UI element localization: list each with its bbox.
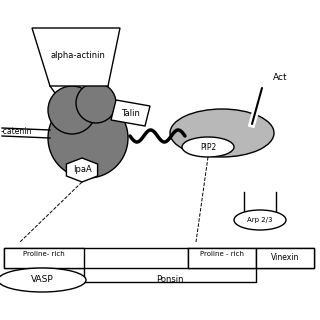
Ellipse shape bbox=[170, 109, 274, 157]
Ellipse shape bbox=[234, 210, 286, 230]
Bar bbox=[4, 248, 314, 268]
Text: Ponsin: Ponsin bbox=[156, 275, 184, 284]
Bar bbox=[188, 248, 256, 268]
Text: Vinexin: Vinexin bbox=[271, 253, 299, 262]
Polygon shape bbox=[111, 100, 150, 126]
Text: Arp 2/3: Arp 2/3 bbox=[247, 217, 273, 223]
Circle shape bbox=[48, 86, 96, 134]
Circle shape bbox=[76, 83, 116, 123]
Text: VASP: VASP bbox=[31, 276, 53, 284]
Text: PIP2: PIP2 bbox=[200, 142, 216, 151]
Text: Talin: Talin bbox=[121, 108, 140, 117]
Polygon shape bbox=[32, 28, 120, 86]
Text: Act: Act bbox=[273, 74, 287, 83]
Bar bbox=[256, 248, 314, 268]
Circle shape bbox=[48, 98, 128, 178]
Ellipse shape bbox=[0, 268, 86, 292]
Ellipse shape bbox=[182, 137, 234, 157]
Text: -catenin: -catenin bbox=[1, 127, 32, 137]
Text: alpha-actinin: alpha-actinin bbox=[51, 52, 105, 60]
Polygon shape bbox=[67, 158, 98, 182]
Text: Proline - rich: Proline - rich bbox=[200, 251, 244, 257]
Text: Proline- rich: Proline- rich bbox=[23, 251, 65, 257]
Text: IpaA: IpaA bbox=[73, 165, 92, 174]
Bar bbox=[4, 248, 84, 268]
